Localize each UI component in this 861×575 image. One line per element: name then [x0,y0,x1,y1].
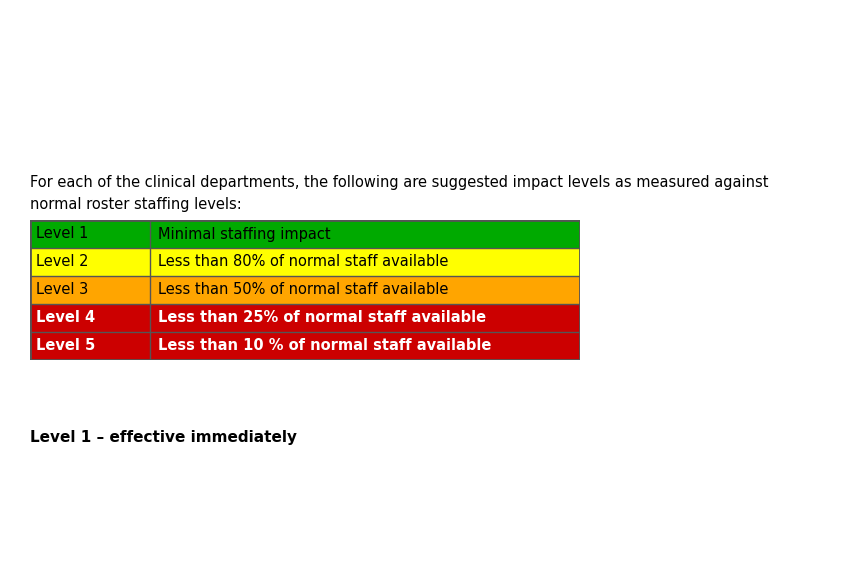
Bar [150,332,579,360]
Text: Level 2: Level 2 [36,255,89,270]
Bar [150,276,579,304]
Text: Less than 80% of normal staff available: Less than 80% of normal staff available [158,255,448,270]
Bar [30,332,150,360]
Text: Minimal staffing impact: Minimal staffing impact [158,227,331,242]
Text: Level 1: Level 1 [36,227,89,242]
Bar [30,220,150,248]
Text: Level 4: Level 4 [36,310,95,325]
Bar [150,248,579,276]
Bar [150,304,579,332]
Bar [30,304,150,332]
Bar [30,248,150,276]
Text: For each of the clinical departments, the following are suggested impact levels : For each of the clinical departments, th… [30,175,768,190]
Bar [150,220,579,248]
Bar [30,276,150,304]
Text: Less than 25% of normal staff available: Less than 25% of normal staff available [158,310,486,325]
Text: Level 1 – effective immediately: Level 1 – effective immediately [30,430,297,445]
Text: Less than 10 % of normal staff available: Less than 10 % of normal staff available [158,339,491,354]
Text: Less than 50% of normal staff available: Less than 50% of normal staff available [158,282,448,297]
Text: Level 5: Level 5 [36,339,95,354]
Text: normal roster staffing levels:: normal roster staffing levels: [30,197,241,212]
Text: Level 3: Level 3 [36,282,88,297]
